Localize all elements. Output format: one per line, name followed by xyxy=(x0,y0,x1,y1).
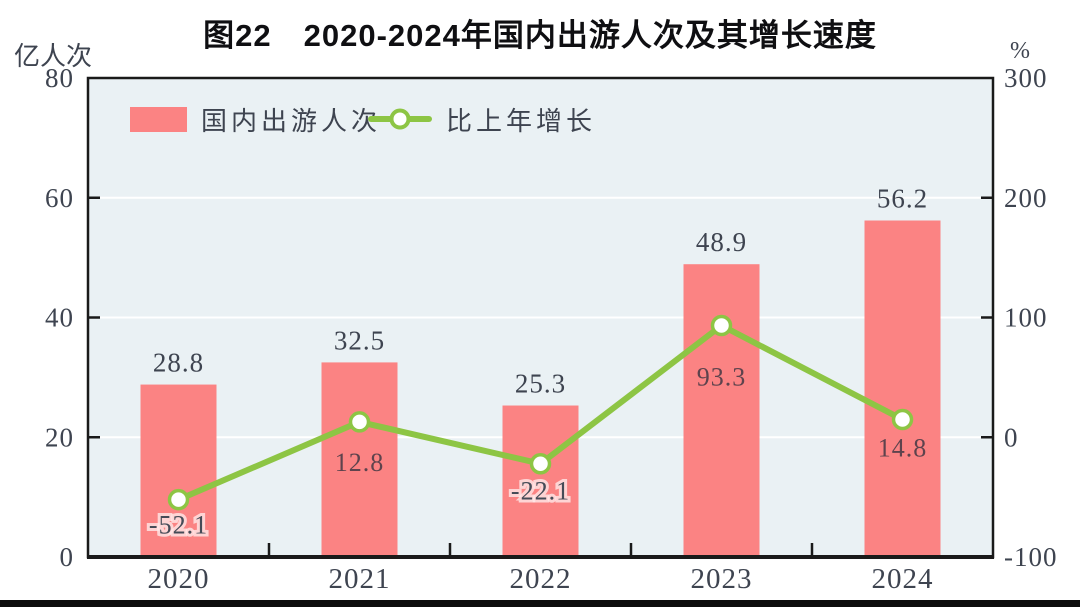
x-axis-tick-label: 2024 xyxy=(872,563,934,595)
y-axis-left-tick-label: 40 xyxy=(45,303,74,333)
bar-2021 xyxy=(321,362,398,557)
y-axis-left-tick-label: 80 xyxy=(45,63,74,93)
y-axis-right-tick-label: 100 xyxy=(1004,303,1048,333)
line-marker-2021 xyxy=(348,411,371,433)
bar-2024 xyxy=(864,220,941,557)
x-axis-tick-label: 2022 xyxy=(510,563,572,595)
y-axis-right-tick-label: 300 xyxy=(1004,63,1048,93)
line-marker-2020 xyxy=(167,488,190,511)
line-value-label: 14.8 xyxy=(878,434,928,463)
left-axis-unit-label: 亿人次 xyxy=(14,42,93,71)
legend-item-bar-series: 国内出游人次 xyxy=(130,104,381,136)
chart-title: 图22 2020-2024年国内出游人次及其增长速度 xyxy=(203,18,877,53)
bar-series-swatch-icon xyxy=(130,106,187,132)
bar-2020 xyxy=(140,384,217,557)
line-value-label: -22.1 xyxy=(511,477,570,506)
line-marker-2024 xyxy=(891,408,914,431)
line-marker-2023 xyxy=(710,314,733,337)
bar-value-label: 48.9 xyxy=(696,227,747,257)
legend-item-line-series: 比上年增长 xyxy=(368,104,596,136)
line-value-label: 12.8 xyxy=(335,448,385,477)
bar-value-label: 56.2 xyxy=(877,184,928,214)
line-marker-2022 xyxy=(529,452,552,475)
bottom-border-bar xyxy=(0,600,1080,607)
x-axis-tick-label: 2021 xyxy=(329,563,391,595)
bar-2023 xyxy=(683,264,760,557)
x-axis-tick-label: 2023 xyxy=(691,563,753,595)
bar-2022 xyxy=(502,405,579,557)
x-axis-tick-label: 2020 xyxy=(148,563,210,595)
y-axis-left-tick-label: 60 xyxy=(45,183,74,213)
legend-label-bar-series: 国内出游人次 xyxy=(201,106,382,136)
line-value-label: -52.1 xyxy=(149,511,208,540)
bar-value-label: 28.8 xyxy=(153,348,204,378)
y-axis-right-tick-label: 200 xyxy=(1004,183,1048,213)
bar-value-label: 32.5 xyxy=(334,325,385,355)
bar-value-label: 25.3 xyxy=(515,369,566,399)
line-value-label: 93.3 xyxy=(697,363,747,392)
y-axis-left-tick-label: 20 xyxy=(45,422,74,452)
right-axis-unit-label: % xyxy=(1010,38,1030,64)
y-axis-right-tick-label: 0 xyxy=(1004,422,1019,452)
line-series-swatch-icon xyxy=(368,108,432,130)
legend-label-line-series: 比上年增长 xyxy=(446,106,597,136)
line-marker-icon xyxy=(389,108,411,130)
y-axis-right-tick-label: -100 xyxy=(1004,542,1058,572)
y-axis-left-tick-label: 0 xyxy=(60,542,75,572)
